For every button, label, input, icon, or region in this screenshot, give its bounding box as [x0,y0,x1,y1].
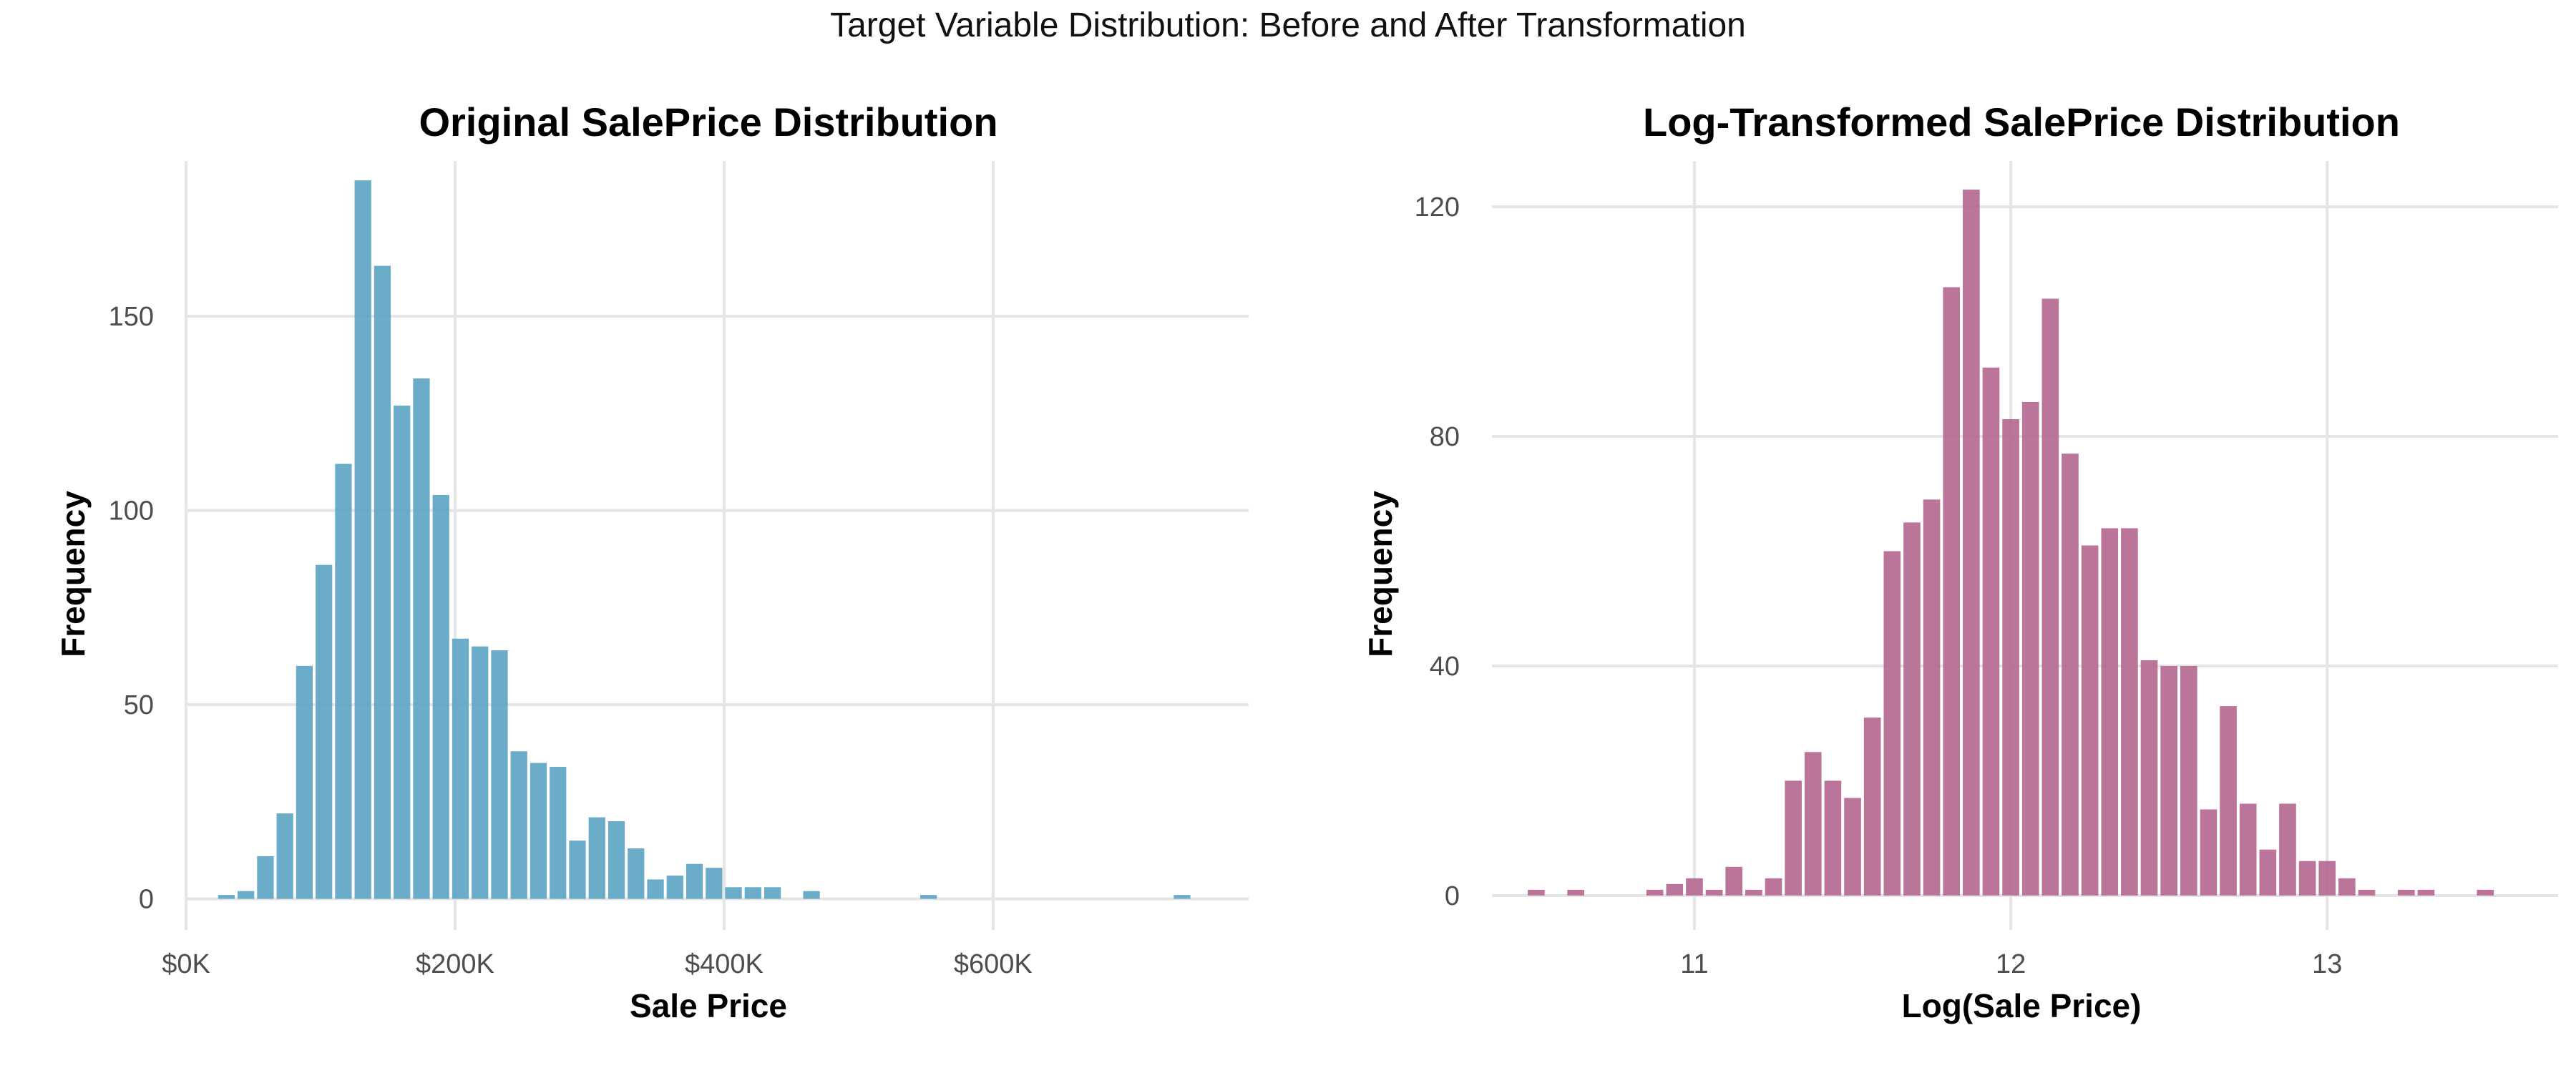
histogram-bar [2140,660,2158,896]
x-tick-label: $200K [416,949,494,979]
histogram-bar [2477,889,2494,896]
histogram-bar [1804,752,1822,896]
histogram-bar [2338,878,2356,896]
histogram-bar [2259,849,2277,896]
y-tick-label: 100 [109,496,154,526]
histogram-bar [588,817,605,899]
y-axis-label: Frequency [54,491,92,657]
histogram-bar [1528,889,1545,896]
histogram-bar [2200,809,2218,896]
histogram-bar [1963,190,1980,896]
histogram-bar [1646,889,1664,896]
histogram-bar [1923,499,1941,896]
histogram-bar [2160,665,2177,896]
histogram-bar [2101,528,2119,896]
histogram-bar [2062,454,2079,896]
panel-original-saleprice: 0 50 100 150 $0K $200K $400K $600K Original Sale… [54,99,1249,1024]
y-tick-label: 50 [124,690,154,720]
histogram-bar [432,494,449,899]
histogram-bar [1174,895,1191,899]
histogram-bar [394,406,411,899]
x-tick-label: $400K [685,949,763,979]
histogram-bar [628,848,645,899]
histogram-bar [744,887,761,899]
histogram-bar [763,887,781,899]
histogram-bar [919,895,937,899]
histogram-bar [1903,522,1921,896]
panel-log-saleprice: 0 40 80 120 11 12 13 Log-Transformed SalePrice … [1362,99,2558,1024]
histogram-bar [1824,780,1842,896]
histogram-bar [2121,528,2138,896]
histogram-bar [1982,367,2000,896]
histogram-bar [316,564,333,899]
histogram-bar [1745,889,1762,896]
histogram-bar [647,879,664,899]
histogram-bar [2081,545,2099,896]
x-tick-label: 13 [2312,949,2342,979]
histogram-bar [2002,419,2019,896]
histogram-bar [296,665,313,899]
y-tick-label: 40 [1430,652,1460,682]
histogram-bar [2397,889,2415,896]
x-tick-label: 11 [1680,949,1708,979]
figure-title: Target Variable Distribution: Before and… [830,6,1746,44]
y-tick-label: 0 [1445,881,1460,911]
y-tick-label: 0 [139,885,154,915]
x-axis-label: Log(Sale Price) [1902,987,2142,1024]
histogram-bar [2318,861,2336,896]
x-axis-label: Sale Price [630,987,787,1024]
histogram-bar [550,766,567,899]
histogram-bar [686,863,703,899]
histogram-bar [666,875,683,899]
histogram-bar [413,378,430,899]
histogram-bar [1844,798,1861,896]
histogram-bar [803,891,820,899]
histogram-bar [257,856,274,899]
histogram-bar [1785,780,1802,896]
histogram-bar [1725,866,1743,896]
histogram-bar [1686,878,1703,896]
histogram-bar [452,638,469,899]
histogram-bar [354,180,371,899]
histogram-bar [2417,889,2435,896]
histogram-bar [2279,803,2296,896]
histogram-bar [1705,889,1723,896]
panel-title: Original SalePrice Distribution [419,99,997,144]
histogram-bar [2358,889,2376,896]
histogram-bar [706,868,723,899]
x-tick-label: $0K [162,949,210,979]
histogram-bar [2239,803,2257,896]
histogram-bar [2041,298,2059,896]
histogram-bar [335,464,352,899]
histogram-bar [510,751,527,899]
histogram-bar [218,895,235,899]
histogram-bar [2298,861,2316,896]
histogram-bar [2021,401,2039,896]
histogram-bar [276,813,293,899]
histogram-bar [1666,883,1684,896]
histogram-bar [608,820,625,899]
histogram-bar [491,650,508,899]
histogram-bar [472,646,489,899]
histogram-bar [1765,878,1782,896]
histogram-bar [238,891,255,899]
y-axis-label: Frequency [1362,491,1399,657]
histogram-bar [1567,889,1584,896]
histogram-bar [1943,287,1961,896]
y-tick-label: 80 [1430,422,1460,452]
x-tick-label: $600K [954,949,1033,979]
histogram-bar [1883,551,1901,896]
y-tick-label: 120 [1415,192,1460,222]
x-tick-label: 12 [1996,949,2026,979]
panel-title: Log-Transformed SalePrice Distribution [1643,99,2400,144]
histogram-bar [2220,706,2237,896]
y-tick-label: 150 [109,302,154,332]
histogram-bar [2180,665,2197,896]
histogram-bar [530,763,547,899]
histogram-bar [569,841,586,899]
histogram-bar [374,265,391,899]
histogram-bar [725,887,742,899]
histogram-bar [1863,717,1881,896]
